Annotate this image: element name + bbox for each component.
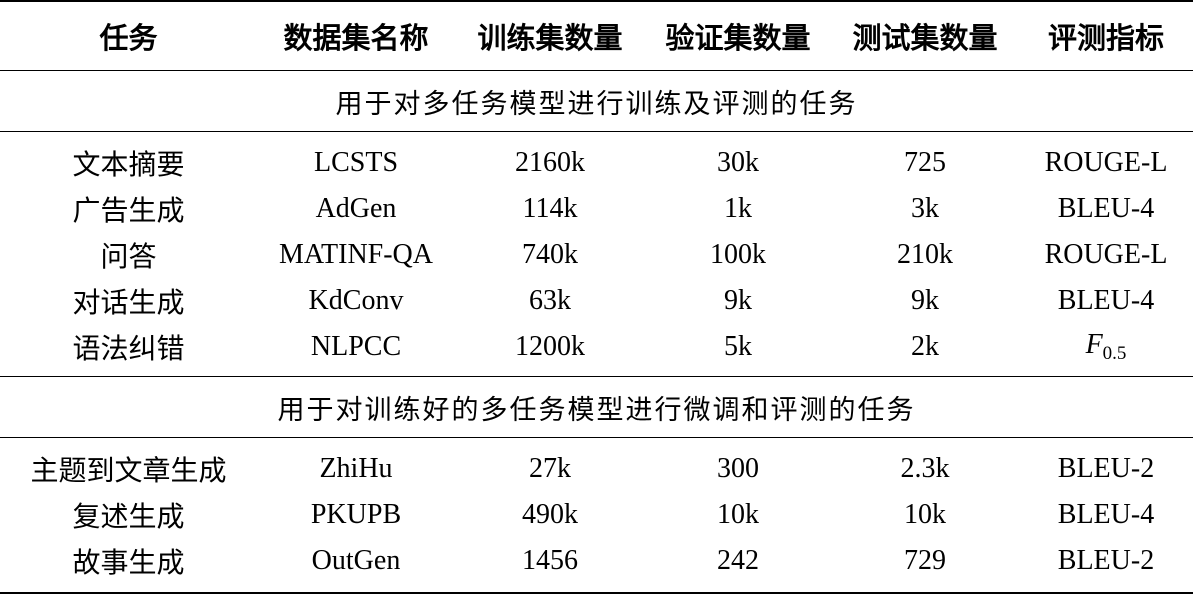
cell-test: 210k: [897, 239, 953, 270]
cell-valid: 30k: [717, 147, 759, 178]
table-row: 故事生成 OutGen 1456 242 729 BLEU-2: [0, 538, 1193, 594]
cell-valid: 9k: [724, 285, 752, 316]
table-row: 广告生成 AdGen 114k 1k 3k BLEU-4: [0, 186, 1193, 232]
cell-metric: F0.5: [1019, 324, 1193, 377]
cell-test: 3k: [911, 193, 939, 224]
section-title: 用于对训练好的多任务模型进行微调和评测的任务: [0, 376, 1193, 438]
cell-test: 2.3k: [900, 453, 950, 484]
cell-dataset: AdGen: [315, 193, 397, 224]
cell-test: 725: [904, 147, 946, 178]
cell-metric: BLEU-4: [1057, 499, 1155, 530]
cell-dataset: PKUPB: [310, 499, 402, 530]
table-row: 对话生成 KdConv 63k 9k 9k BLEU-4: [0, 278, 1193, 324]
cell-metric: ROUGE-L: [1044, 239, 1168, 270]
cell-metric: BLEU-4: [1057, 193, 1155, 224]
cell-train: 63k: [529, 285, 571, 316]
header-valid: 验证集数量: [645, 0, 831, 71]
cell-dataset: LCSTS: [313, 147, 399, 178]
cell-valid: 242: [645, 538, 831, 594]
header-dataset: 数据集名称: [257, 0, 455, 71]
cell-metric: BLEU-2: [1057, 453, 1155, 484]
section-heading-row: 用于对训练好的多任务模型进行微调和评测的任务: [0, 376, 1193, 438]
cell-task: 故事生成: [0, 538, 257, 594]
cell-task: 广告生成: [72, 196, 185, 227]
metric-subscript: 0.5: [1102, 343, 1127, 364]
cell-test: 10k: [904, 499, 946, 530]
table-row: 主题到文章生成 ZhiHu 27k 300 2.3k BLEU-2: [0, 438, 1193, 493]
cell-train: 27k: [529, 453, 571, 484]
section-title: 用于对多任务模型进行训练及评测的任务: [0, 70, 1193, 132]
cell-task: 文本摘要: [72, 150, 185, 181]
cell-train: 1200k: [515, 331, 585, 362]
table-row: 问答 MATINF-QA 740k 100k 210k ROUGE-L: [0, 232, 1193, 278]
cell-valid: 100k: [710, 239, 766, 270]
cell-valid: 300: [717, 453, 759, 484]
cell-dataset: MATINF-QA: [279, 239, 433, 270]
cell-test: 2k: [911, 331, 939, 362]
section-heading-row: 用于对多任务模型进行训练及评测的任务: [0, 70, 1193, 132]
cell-dataset: NLPCC: [310, 331, 402, 362]
cell-test: 9k: [911, 285, 939, 316]
cell-dataset: ZhiHu: [319, 453, 393, 484]
cell-dataset: KdConv: [308, 285, 404, 316]
cell-task: 主题到文章生成: [30, 456, 227, 487]
cell-valid: 1k: [724, 193, 752, 224]
header-metric: 评测指标: [1019, 0, 1193, 71]
cell-valid: 5k: [724, 331, 752, 362]
cell-train: 490k: [522, 499, 578, 530]
cell-metric: BLEU-4: [1057, 285, 1155, 316]
table-header-row: 任务 数据集名称 训练集数量 验证集数量 测试集数量 评测指标: [0, 0, 1193, 71]
metric-symbol: F: [1085, 329, 1103, 360]
cell-task: 复述生成: [72, 502, 185, 533]
cell-test: 729: [831, 538, 1019, 594]
cell-task: 对话生成: [72, 288, 185, 319]
cell-valid: 10k: [717, 499, 759, 530]
cell-task: 语法纠错: [72, 334, 185, 365]
table-row: 语法纠错 NLPCC 1200k 5k 2k F0.5: [0, 324, 1193, 377]
table-row: 文本摘要 LCSTS 2160k 30k 725 ROUGE-L: [0, 132, 1193, 187]
cell-task: 问答: [100, 242, 157, 273]
header-test: 测试集数量: [831, 0, 1019, 71]
cell-train: 740k: [522, 239, 578, 270]
cell-metric: BLEU-2: [1019, 538, 1193, 594]
header-task: 任务: [0, 0, 257, 71]
table-row: 复述生成 PKUPB 490k 10k 10k BLEU-4: [0, 492, 1193, 538]
cell-metric: ROUGE-L: [1044, 147, 1168, 178]
cell-train: 2160k: [515, 147, 585, 178]
cell-train: 114k: [522, 193, 578, 224]
cell-dataset: OutGen: [257, 538, 455, 594]
cell-train: 1456: [455, 538, 645, 594]
header-train: 训练集数量: [455, 0, 645, 71]
